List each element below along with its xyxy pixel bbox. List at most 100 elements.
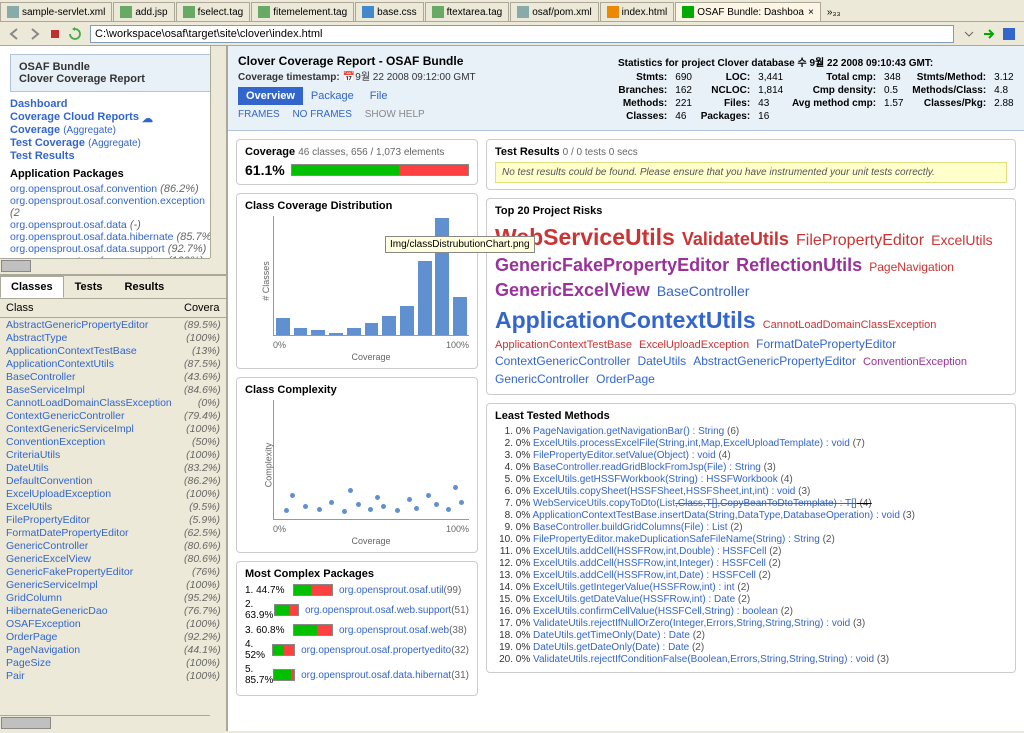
class-row[interactable]: GridColumn(95.2%) (0, 591, 226, 604)
class-row[interactable]: ExcelUploadException(100%) (0, 487, 226, 500)
class-row[interactable]: BaseController(43.6%) (0, 370, 226, 383)
editor-tab[interactable]: add.jsp (113, 2, 174, 21)
class-row[interactable]: GenericFakePropertyEditor(76%) (0, 565, 226, 578)
col-class[interactable]: Class (0, 299, 178, 317)
risk-item[interactable]: DateUtils (637, 354, 686, 368)
bar (400, 306, 414, 335)
class-row[interactable]: CannotLoadDomainClassException(0%) (0, 396, 226, 409)
class-row[interactable]: OSAFException(100%) (0, 617, 226, 630)
ext-button[interactable] (1000, 25, 1018, 43)
scrollbar-v[interactable] (210, 46, 226, 258)
risk-item[interactable]: GenericFakePropertyEditor (495, 255, 729, 275)
class-row[interactable]: ExcelUtils(9.5%) (0, 500, 226, 513)
risk-item[interactable]: ContextGenericController (495, 354, 630, 368)
package-link[interactable]: org.opensprout.osaf.convention.exception… (10, 195, 216, 219)
editor-tab[interactable]: ftextarea.tag (425, 2, 510, 21)
frames-link[interactable]: FRAMES (238, 109, 280, 120)
package-link[interactable]: org.opensprout.osaf.data.support (92.7%) (10, 243, 216, 255)
least-tested-row: 6. 0% ExcelUtils.copySheet(HSSFSheet,HSS… (495, 486, 1007, 497)
scatter-point (375, 495, 380, 500)
class-tab[interactable]: Results (114, 276, 176, 298)
nav-link[interactable]: Test Results (10, 150, 216, 162)
editor-tab[interactable]: index.html (600, 2, 675, 21)
report-tab[interactable]: Overview (238, 87, 303, 105)
nav-link[interactable]: Test Coverage (Aggregate) (10, 137, 216, 149)
class-row[interactable]: AbstractGenericPropertyEditor(89.5%) (0, 318, 226, 331)
class-row[interactable]: ApplicationContextUtils(87.5%) (0, 357, 226, 370)
report-tab[interactable]: File (362, 87, 396, 105)
class-tab[interactable]: Classes (0, 276, 64, 298)
editor-tab[interactable]: sample-servlet.xml (0, 2, 112, 21)
package-link[interactable]: org.opensprout.osaf.data.hibernate (85.7… (10, 231, 216, 243)
class-row[interactable]: GenericServiceImpl(100%) (0, 578, 226, 591)
back-button[interactable] (6, 25, 24, 43)
nav-link[interactable]: Dashboard (10, 98, 216, 110)
risk-item[interactable]: ReflectionUtils (736, 255, 862, 275)
class-row[interactable]: ContextGenericController(79.4%) (0, 409, 226, 422)
scrollbar-h[interactable] (0, 258, 210, 274)
risk-item[interactable]: FilePropertyEditor (796, 232, 924, 249)
package-link[interactable]: org.opensprout.osaf.convention (86.2%) (10, 183, 216, 195)
risk-item[interactable]: PageNavigation (869, 260, 954, 274)
nav-link[interactable]: Coverage (Aggregate) (10, 124, 216, 136)
risk-item[interactable]: BaseController (657, 283, 750, 299)
scatter-point (290, 493, 295, 498)
forward-button[interactable] (26, 25, 44, 43)
class-row[interactable]: BaseServiceImpl(84.6%) (0, 383, 226, 396)
refresh-button[interactable] (66, 25, 84, 43)
go-button[interactable] (980, 25, 998, 43)
class-row[interactable]: FormatDatePropertyEditor(62.5%) (0, 526, 226, 539)
risk-item[interactable]: ConventionException (863, 356, 967, 368)
url-input[interactable] (90, 25, 954, 43)
risk-item[interactable]: ExcelUtils (931, 232, 992, 248)
editor-tab[interactable]: fitemelement.tag (251, 2, 354, 21)
class-row[interactable]: OrderPage(92.2%) (0, 630, 226, 643)
noframes-link[interactable]: NO FRAMES (292, 109, 351, 120)
report-tab[interactable]: Package (303, 87, 362, 105)
class-row[interactable]: ContextGenericServiceImpl(100%) (0, 422, 226, 435)
least-tested-row: 20. 0% ValidateUtils.rejectIfConditionFa… (495, 654, 1007, 665)
risk-item[interactable]: ApplicationContextTestBase (495, 339, 632, 351)
risk-item[interactable]: FormatDatePropertyEditor (756, 337, 896, 351)
browser-toolbar (0, 22, 1024, 46)
risk-item[interactable]: ApplicationContextUtils (495, 307, 756, 333)
stop-button[interactable] (46, 25, 64, 43)
help-link[interactable]: SHOW HELP (365, 109, 425, 120)
class-row[interactable]: HibernateGenericDao(76.7%) (0, 604, 226, 617)
bar (365, 323, 379, 335)
col-coverage[interactable]: Covera (178, 299, 226, 317)
class-row[interactable]: DateUtils(83.2%) (0, 461, 226, 474)
editor-tab[interactable]: fselect.tag (176, 2, 251, 21)
class-row[interactable]: Pair(100%) (0, 669, 226, 682)
risk-item[interactable]: ValidateUtils (682, 229, 789, 249)
risk-item[interactable]: GenericExcelView (495, 280, 650, 300)
dropdown-button[interactable] (960, 25, 978, 43)
editor-tab[interactable]: OSAF Bundle: Dashboa × (675, 2, 821, 21)
nav-link[interactable]: Coverage Cloud Reports ☁ (10, 111, 216, 123)
class-row[interactable]: GenericController(80.6%) (0, 539, 226, 552)
class-row[interactable]: AbstractType(100%) (0, 331, 226, 344)
class-row[interactable]: PageSize(100%) (0, 656, 226, 669)
scatter-point (303, 504, 308, 509)
class-row[interactable]: PageNavigation(44.1%) (0, 643, 226, 656)
class-row[interactable]: CriteriaUtils(100%) (0, 448, 226, 461)
class-row[interactable]: ApplicationContextTestBase(13%) (0, 344, 226, 357)
class-row[interactable]: PrefixedSessionAttributeStore(100%) (0, 682, 226, 684)
least-tested-row: 5. 0% ExcelUtils.getHSSFWorkbook(String)… (495, 474, 1007, 485)
risk-item[interactable]: OrderPage (596, 372, 655, 386)
class-row[interactable]: DefaultConvention(86.2%) (0, 474, 226, 487)
scrollbar-h-2[interactable] (0, 715, 210, 731)
class-row[interactable]: FilePropertyEditor(5.9%) (0, 513, 226, 526)
risk-item[interactable]: GenericController (495, 372, 589, 386)
scatter-point (407, 497, 412, 502)
class-row[interactable]: GenericExcelView(80.6%) (0, 552, 226, 565)
class-row[interactable]: ConventionException(50%) (0, 435, 226, 448)
editor-tab[interactable]: osaf/pom.xml (510, 2, 598, 21)
package-link[interactable]: org.opensprout.osaf.data (-) (10, 219, 216, 231)
class-tab[interactable]: Tests (64, 276, 114, 298)
tab-overflow[interactable]: »₃₃ (822, 4, 846, 21)
risk-item[interactable]: CannotLoadDomainClassException (763, 319, 937, 331)
editor-tab[interactable]: base.css (355, 2, 423, 21)
risk-item[interactable]: ExcelUploadException (639, 339, 749, 351)
risk-item[interactable]: AbstractGenericPropertyEditor (693, 354, 856, 368)
